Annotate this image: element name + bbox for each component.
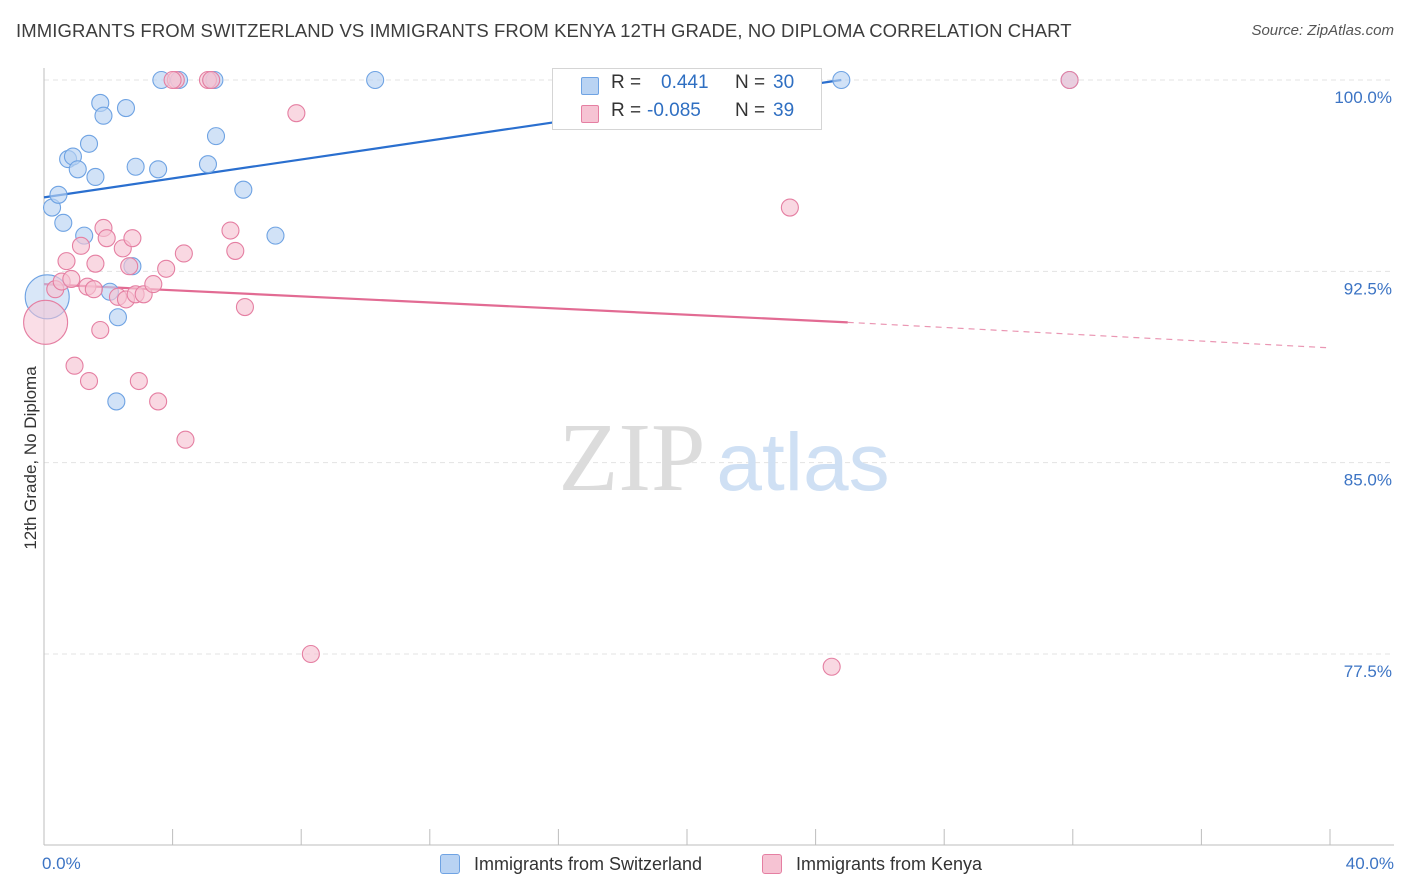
point-kenya	[91, 320, 110, 340]
axes: 100.0% 92.5% 85.0% 77.5% 0.0% 40.0%	[42, 68, 1394, 873]
point-kenya	[822, 657, 841, 676]
y-axis-label: 12th Grade, No Diploma	[21, 366, 40, 550]
legend-swatch-kenya	[581, 105, 599, 123]
watermark: ZIP atlas	[559, 404, 890, 512]
point-kenya	[62, 269, 81, 289]
point-switzerland	[126, 157, 145, 176]
point-switzerland	[107, 392, 126, 411]
point-switzerland	[94, 106, 113, 125]
watermark-zip: ZIP	[559, 404, 706, 512]
legend-swatch-kenya	[762, 854, 782, 874]
point-kenya	[97, 229, 116, 248]
point-switzerland	[149, 160, 168, 179]
point-kenya	[202, 70, 221, 90]
point-kenya	[235, 297, 254, 317]
r-label: R =	[611, 100, 642, 121]
n-label: N =	[735, 100, 766, 121]
point-kenya	[149, 392, 168, 411]
point-kenya	[221, 221, 240, 240]
series-legend-switzerland: Immigrants from Switzerland	[440, 852, 702, 876]
point-kenya	[120, 257, 139, 276]
point-switzerland	[234, 180, 253, 199]
x-tick-label: 40.0%	[1346, 854, 1394, 873]
series-label-kenya: Immigrants from Kenya	[796, 853, 983, 874]
chart-title: IMMIGRANTS FROM SWITZERLAND VS IMMIGRANT…	[16, 20, 1072, 41]
point-switzerland	[68, 160, 87, 179]
point-kenya	[84, 280, 103, 299]
point-kenya	[163, 70, 182, 90]
series-legend-kenya: Immigrants from Kenya	[762, 852, 982, 876]
grid-lines	[44, 79, 1394, 655]
point-kenya	[79, 371, 99, 391]
point-kenya	[780, 198, 799, 217]
point-kenya	[65, 356, 84, 375]
point-switzerland	[54, 213, 73, 232]
point-kenya	[1060, 70, 1079, 90]
point-kenya	[86, 254, 105, 273]
data-points	[23, 70, 1079, 676]
source-credit: Source: ZipAtlas.com	[1251, 22, 1394, 39]
point-switzerland	[206, 127, 226, 146]
point-kenya	[301, 644, 320, 664]
point-switzerland	[266, 226, 285, 245]
n-value-kenya: 39	[773, 100, 795, 121]
watermark-atlas: atlas	[716, 417, 889, 508]
legend-swatch-switzerland	[581, 77, 599, 95]
r-value-kenya: -0.085	[647, 100, 701, 121]
x-tick-label: 0.0%	[42, 854, 81, 873]
n-value-switzerland: 30	[773, 72, 795, 93]
n-label: N =	[735, 72, 766, 93]
correlation-legend: R = 0.441 N = 30 R = -0.085 N = 39	[552, 68, 822, 130]
point-kenya	[157, 259, 176, 278]
y-tick-label: 85.0%	[1344, 471, 1392, 490]
point-switzerland	[366, 70, 385, 90]
y-tick-label: 92.5%	[1344, 279, 1392, 298]
point-switzerland	[86, 167, 105, 186]
point-kenya	[144, 275, 163, 294]
y-tick-label: 100.0%	[1334, 88, 1392, 107]
point-switzerland	[79, 134, 99, 153]
point-kenya	[226, 241, 245, 260]
point-kenya	[23, 299, 69, 345]
point-switzerland	[832, 70, 851, 90]
trend-line-kenya	[43, 282, 848, 324]
point-kenya	[71, 236, 91, 255]
point-kenya	[176, 430, 195, 449]
point-kenya	[287, 104, 306, 123]
legend-row-kenya: R = -0.085 N = 39	[553, 100, 821, 128]
legend-swatch-switzerland	[440, 854, 460, 874]
r-value-switzerland: 0.441	[661, 72, 709, 93]
trend-line-extension	[847, 321, 1331, 349]
point-kenya	[129, 371, 148, 391]
y-tick-label: 77.5%	[1344, 662, 1392, 681]
point-kenya	[123, 229, 142, 248]
point-switzerland	[108, 308, 127, 327]
series-label-switzerland: Immigrants from Switzerland	[474, 853, 703, 874]
point-switzerland	[198, 155, 218, 174]
r-label: R =	[611, 72, 642, 93]
point-switzerland	[116, 99, 136, 118]
point-kenya	[174, 244, 193, 263]
point-kenya	[57, 252, 76, 271]
legend-row-switzerland: R = 0.441 N = 30	[553, 72, 821, 100]
point-switzerland	[49, 185, 68, 204]
